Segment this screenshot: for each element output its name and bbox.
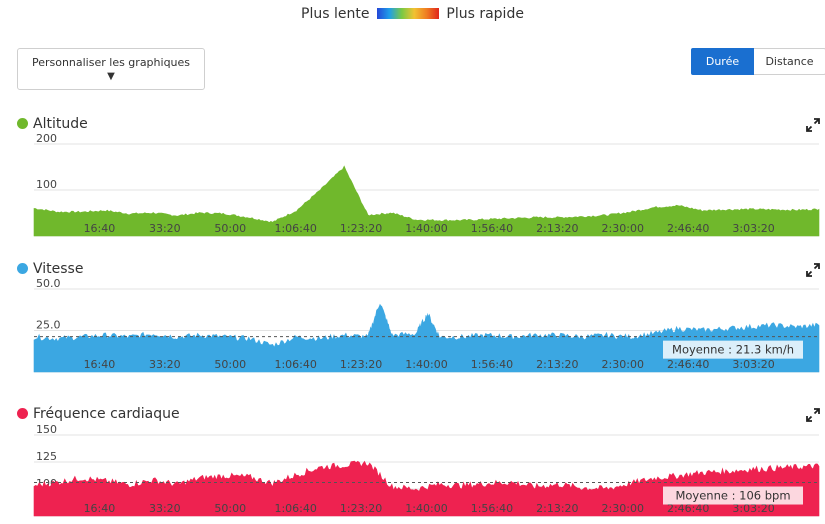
axis-mode-toggle: Durée Distance <box>691 48 825 75</box>
speed-x-tick-label: 16:40 <box>84 358 116 371</box>
heart-rate-x-tick-label: 16:40 <box>84 502 116 515</box>
fast-label: Plus rapide <box>446 6 524 22</box>
altitude-series-area <box>33 165 820 237</box>
altitude-chart: 010020016:4033:2050:001:06:401:23:201:40… <box>33 132 820 237</box>
speed-x-tick-label: 1:40:00 <box>405 358 447 371</box>
heart-rate-chart-title: Fréquence cardiaque <box>17 406 180 422</box>
heart-rate-average-label-bg <box>663 486 803 505</box>
altitude-x-tick-label: 1:23:20 <box>340 222 382 235</box>
speed-x-tick-label: 2:13:20 <box>536 358 578 371</box>
speed-chart: 0.025.050.016:4033:2050:001:06:401:23:20… <box>33 277 820 373</box>
speed-x-tick-label: 2:46:40 <box>667 358 709 371</box>
heart-rate-x-tick-label: 1:23:20 <box>340 502 382 515</box>
speed-average-label-bg <box>663 340 803 359</box>
speed-x-tick-label: 1:56:40 <box>471 358 513 371</box>
altitude-x-tick-label: 3:03:20 <box>732 222 774 235</box>
speed-title-text: Vitesse <box>33 261 84 277</box>
altitude-title-text: Altitude <box>33 116 88 132</box>
speed-legend-dot <box>17 263 28 274</box>
speed-series-area <box>33 303 820 373</box>
altitude-y-tick-label: 200 <box>36 132 57 145</box>
speed-gradient-bar <box>376 8 439 19</box>
speed-x-tick-label: 2:30:00 <box>602 358 644 371</box>
altitude-x-tick-label: 2:30:00 <box>602 222 644 235</box>
caret-down-icon: ▼ <box>107 71 115 82</box>
altitude-chart-title: Altitude <box>17 116 88 132</box>
speed-color-legend: Plus lente Plus rapide <box>0 6 825 22</box>
speed-y-tick-label: 25.0 <box>36 319 61 332</box>
heart-rate-expand-icon[interactable] <box>806 408 820 422</box>
altitude-x-tick-label: 1:06:40 <box>274 222 316 235</box>
altitude-expand-icon[interactable] <box>806 118 820 132</box>
altitude-x-tick-label: 1:56:40 <box>471 222 513 235</box>
heart-rate-y-tick-label: 125 <box>36 450 57 463</box>
speed-average-label: Moyenne : 21.3 km/h <box>672 343 794 357</box>
speed-x-tick-label: 3:03:20 <box>732 358 774 371</box>
altitude-y-tick-label: 100 <box>36 178 57 191</box>
speed-y-tick-label: 50.0 <box>36 277 61 290</box>
heart-rate-x-tick-label: 1:56:40 <box>471 502 513 515</box>
altitude-legend-dot <box>17 118 28 129</box>
duration-toggle-button[interactable]: Durée <box>691 48 754 75</box>
altitude-x-tick-label: 50:00 <box>214 222 246 235</box>
speed-x-tick-label: 1:23:20 <box>340 358 382 371</box>
heart-rate-chart: 7510012515016:4033:2050:001:06:401:23:20… <box>33 423 820 517</box>
heart-rate-series-area <box>33 460 820 517</box>
customize-charts-button[interactable]: Personnaliser les graphiques ▼ <box>17 48 205 90</box>
speed-x-tick-label: 33:20 <box>149 358 181 371</box>
distance-toggle-button[interactable]: Distance <box>754 48 825 75</box>
heart-rate-x-tick-label: 2:30:00 <box>602 502 644 515</box>
altitude-x-tick-label: 1:40:00 <box>405 222 447 235</box>
speed-chart-title: Vitesse <box>17 261 83 277</box>
heart-rate-x-tick-label: 1:40:00 <box>405 502 447 515</box>
heart-rate-title-text: Fréquence cardiaque <box>33 406 180 422</box>
heart-rate-x-tick-label: 50:00 <box>214 502 246 515</box>
heart-rate-x-tick-label: 2:46:40 <box>667 502 709 515</box>
heart-rate-x-tick-label: 33:20 <box>149 502 181 515</box>
heart-rate-legend-dot <box>17 408 28 419</box>
heart-rate-x-tick-label: 3:03:20 <box>732 502 774 515</box>
heart-rate-x-tick-label: 1:06:40 <box>274 502 316 515</box>
speed-expand-icon[interactable] <box>806 263 820 277</box>
heart-rate-y-tick-label: 150 <box>36 423 57 436</box>
altitude-x-tick-label: 2:46:40 <box>667 222 709 235</box>
heart-rate-x-tick-label: 2:13:20 <box>536 502 578 515</box>
altitude-x-tick-label: 16:40 <box>84 222 116 235</box>
customize-charts-label: Personnaliser les graphiques <box>31 56 191 69</box>
altitude-x-tick-label: 33:20 <box>149 222 181 235</box>
speed-x-tick-label: 50:00 <box>214 358 246 371</box>
speed-x-tick-label: 1:06:40 <box>274 358 316 371</box>
altitude-x-tick-label: 2:13:20 <box>536 222 578 235</box>
slow-label: Plus lente <box>301 6 370 22</box>
heart-rate-average-label: Moyenne : 106 bpm <box>675 489 790 503</box>
